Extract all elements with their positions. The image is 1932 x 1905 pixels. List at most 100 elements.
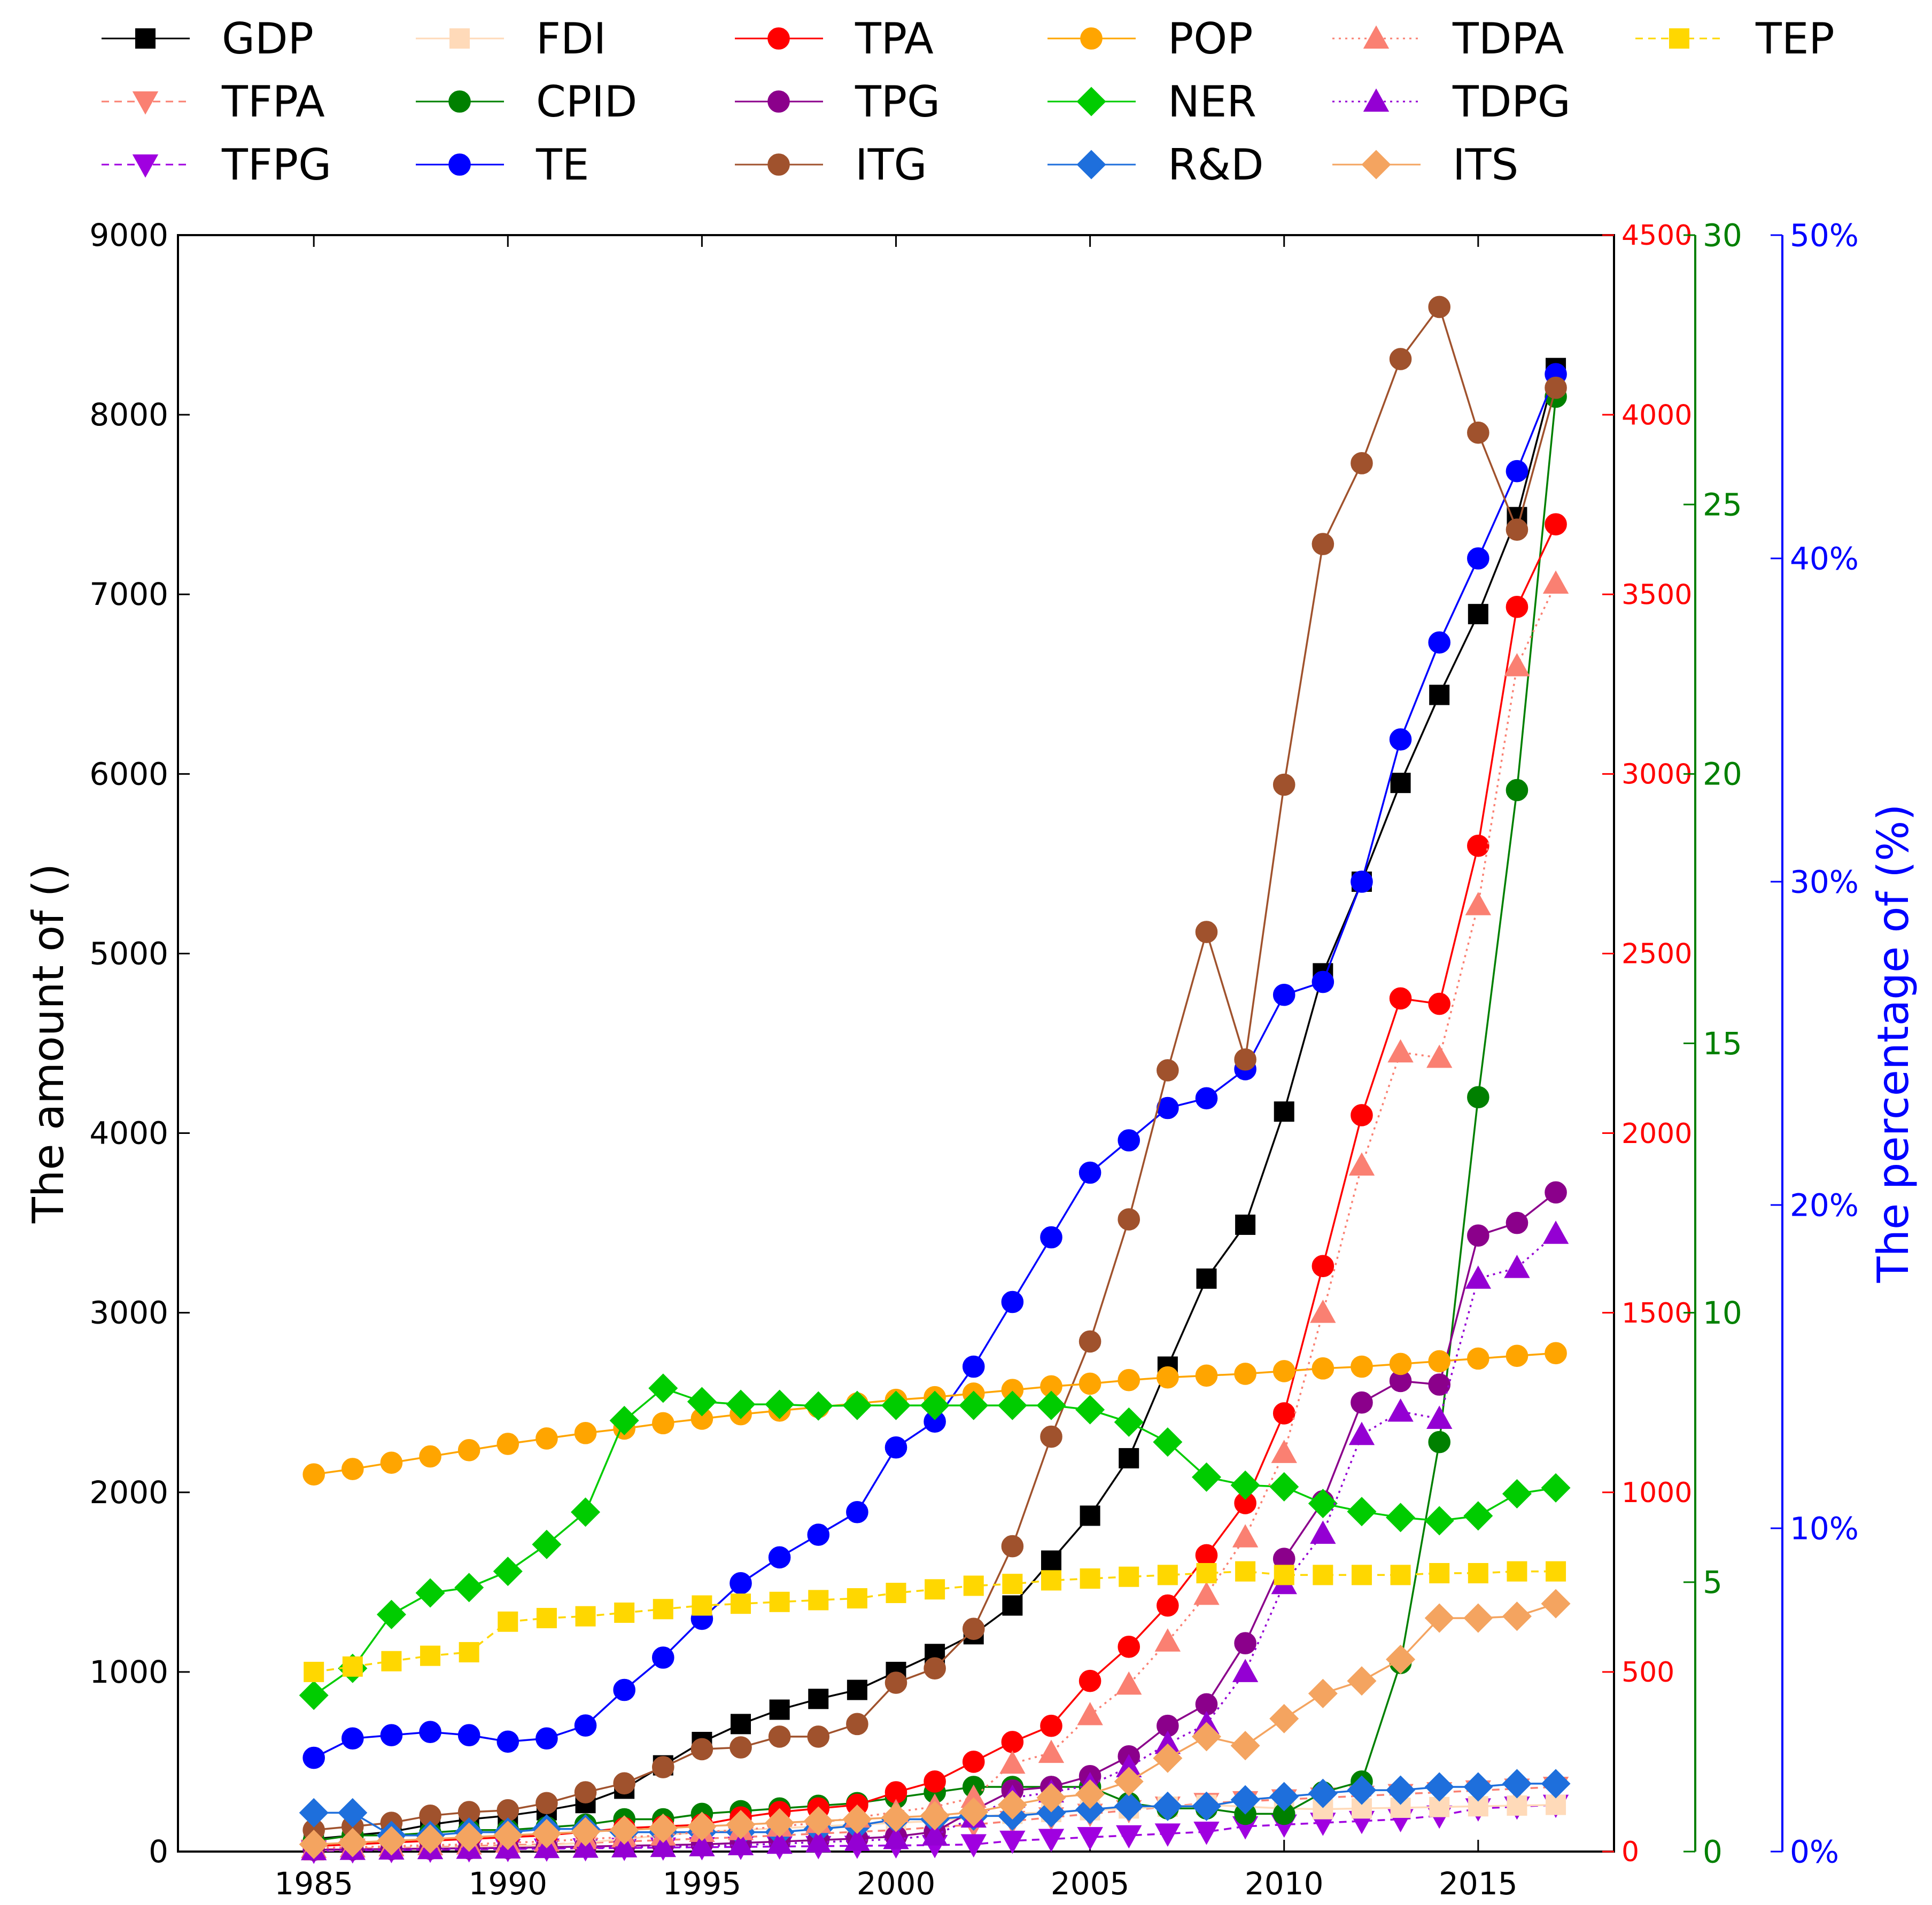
data-point-te <box>613 1678 635 1701</box>
data-point-te <box>1506 460 1528 483</box>
data-point-tdpa <box>1271 1440 1297 1463</box>
y-tick-label-red: 1500 <box>1621 1297 1692 1329</box>
x-tick-label: 2010 <box>1245 1865 1324 1902</box>
data-point-pop <box>380 1451 403 1474</box>
data-point-itg <box>1001 1535 1024 1558</box>
data-point-its <box>1386 1644 1416 1674</box>
data-point-tep <box>1157 1565 1178 1585</box>
legend-swatch-marker <box>1076 87 1106 116</box>
data-point-te <box>1389 728 1412 751</box>
series-line-tpg <box>314 1192 1557 1851</box>
series-tep <box>304 1561 1566 1682</box>
y-tick-label-green: 0 <box>1703 1833 1722 1870</box>
data-point-tpa <box>1351 1104 1373 1126</box>
data-point-its <box>1541 1589 1571 1619</box>
x-tick-label: 1995 <box>663 1865 742 1902</box>
data-point-tdpa <box>1387 1039 1414 1063</box>
data-point-ner <box>1463 1501 1493 1531</box>
legend-swatch-marker <box>1669 28 1689 49</box>
legend-swatch-marker <box>449 28 470 49</box>
x-tick-label: 2000 <box>857 1865 936 1902</box>
y-tick-label-left: 5000 <box>89 935 168 971</box>
legend-label: R&D <box>1168 140 1264 190</box>
data-point-fdi <box>1507 1795 1527 1816</box>
data-point-cpid <box>1506 779 1528 802</box>
y-tick-label-left: 1000 <box>89 1654 168 1690</box>
data-point-itg <box>1157 1059 1179 1082</box>
legend-swatch-marker <box>767 27 790 50</box>
data-point-itg <box>613 1772 635 1795</box>
y-tick-label-left: 7000 <box>89 576 168 612</box>
data-point-pop <box>457 1439 480 1461</box>
data-point-pop <box>1351 1355 1373 1378</box>
data-point-tdpg <box>921 1822 948 1846</box>
data-point-itg <box>1545 376 1567 399</box>
data-point-ner <box>803 1391 833 1421</box>
legend-item-tfpg: TFPG <box>102 140 331 190</box>
legend-swatch-marker <box>1076 150 1106 180</box>
data-point-ner <box>1308 1489 1338 1519</box>
legend-label: TDPG <box>1452 77 1571 127</box>
data-point-tdpg <box>805 1829 832 1853</box>
legend-label: TFPG <box>221 140 331 190</box>
data-point-gdp <box>1390 773 1411 794</box>
series-cpid <box>302 385 1567 1852</box>
data-point-tpa <box>1545 513 1567 535</box>
data-point-te <box>419 1721 441 1743</box>
data-point-r-d <box>1230 1785 1260 1815</box>
data-point-tdpa <box>1504 653 1530 677</box>
data-point-tfpg <box>1154 1823 1181 1847</box>
legend-item-tep: TEP <box>1635 14 1835 64</box>
data-point-itg <box>1312 533 1334 555</box>
data-point-pop <box>1234 1363 1256 1385</box>
data-point-itg <box>1273 773 1295 796</box>
series-tdpg <box>300 1220 1569 1861</box>
data-point-ner <box>920 1390 950 1420</box>
data-point-tfpg <box>1077 1827 1103 1850</box>
legend-swatch-marker <box>135 28 156 49</box>
legend-item-tpg: TPG <box>735 77 940 127</box>
data-point-tdpg <box>727 1832 754 1855</box>
data-point-itg <box>1078 1330 1101 1353</box>
data-point-ner <box>415 1578 445 1608</box>
data-point-ner <box>376 1599 406 1629</box>
data-point-its <box>1269 1704 1299 1733</box>
data-point-tdpg <box>611 1834 638 1857</box>
legend-item-te: TE <box>416 140 589 190</box>
data-point-tpa <box>1506 595 1528 618</box>
series-layer <box>299 296 1571 1864</box>
legend-item-its: ITS <box>1332 140 1518 190</box>
data-point-tdpg <box>650 1833 676 1857</box>
data-point-itg <box>924 1657 946 1679</box>
data-point-tdpg <box>766 1830 793 1854</box>
data-point-tep <box>1041 1570 1061 1591</box>
data-point-tep <box>808 1590 829 1611</box>
data-point-its <box>1036 1783 1066 1813</box>
data-point-tep <box>536 1608 557 1629</box>
data-point-tpa <box>1467 834 1489 857</box>
data-point-its <box>1075 1779 1105 1809</box>
data-point-tpg <box>1428 1373 1451 1396</box>
data-point-cpid <box>1428 1430 1451 1453</box>
y-tick-label-left: 4000 <box>89 1115 168 1152</box>
data-point-gdp <box>1274 1101 1294 1122</box>
data-point-te <box>1428 631 1451 654</box>
data-point-ner <box>454 1573 484 1603</box>
data-point-its <box>1463 1603 1493 1633</box>
data-point-te <box>1118 1129 1140 1152</box>
data-point-itg <box>1234 1048 1256 1071</box>
series-line-itg <box>314 305 1557 1831</box>
data-point-r-d <box>1308 1778 1338 1808</box>
data-point-ner <box>532 1529 562 1559</box>
legend-swatch-marker <box>448 90 471 113</box>
legend-label: ITS <box>1453 140 1518 190</box>
data-point-pop <box>1078 1372 1101 1395</box>
data-point-tep <box>925 1579 945 1600</box>
y-tick-label-red: 4000 <box>1621 399 1692 431</box>
data-point-tep <box>1235 1561 1256 1582</box>
data-point-tdpg <box>1465 1265 1492 1289</box>
data-point-pop <box>1157 1366 1179 1389</box>
data-point-tep <box>381 1651 402 1671</box>
data-point-tep <box>769 1591 790 1612</box>
legend-label: TE <box>536 140 589 190</box>
